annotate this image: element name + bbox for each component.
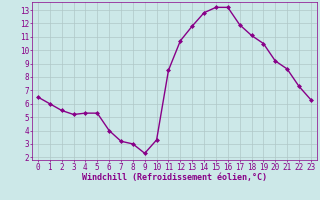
X-axis label: Windchill (Refroidissement éolien,°C): Windchill (Refroidissement éolien,°C) (82, 173, 267, 182)
